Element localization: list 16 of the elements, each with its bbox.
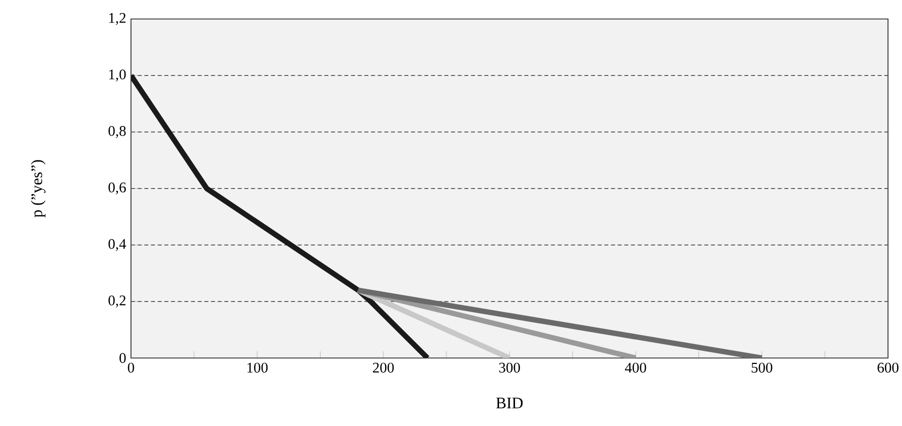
y-tick-label: 1,0 [109, 70, 126, 82]
y-axis-title: p (”yes”) [30, 160, 46, 218]
x-tick-label: 600 [878, 362, 898, 373]
x-axis-title: BID [496, 398, 523, 408]
x-tick-label: 200 [372, 362, 394, 373]
y-tick-label: 1,2 [109, 13, 126, 25]
y-tick-label: 0,2 [108, 296, 126, 308]
y-tick-label: 0,4 [108, 239, 126, 252]
y-tick-label: 0 [120, 353, 126, 363]
x-tick-label: 500 [752, 362, 772, 373]
x-tick-label: 0 [128, 362, 134, 373]
x-tick-label: 100 [247, 362, 268, 373]
x-tick-label: 300 [499, 362, 520, 373]
x-tick-label: 400 [624, 362, 646, 373]
y-tick-label: 0,8 [108, 126, 126, 138]
y-tick-label: 0,6 [108, 182, 126, 195]
